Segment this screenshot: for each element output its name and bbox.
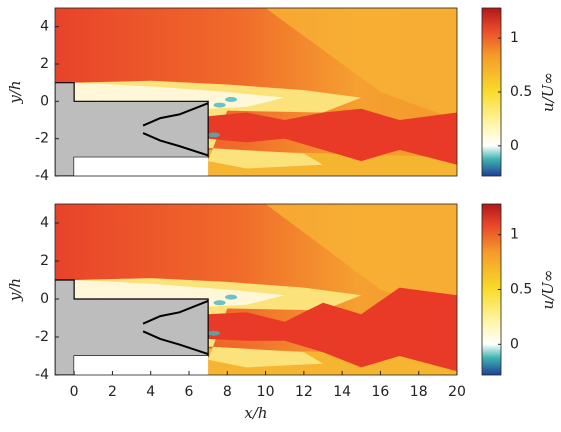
colorbar-label: u/U∞: [539, 72, 557, 112]
y-tick-label: 2: [40, 253, 49, 269]
vortex-spot: [207, 132, 220, 138]
contour: [142, 102, 209, 127]
colorbar-tick-label: 1: [510, 30, 519, 46]
x-tick-label: 14: [333, 384, 351, 400]
flow-field: [55, 204, 457, 375]
x-tick-label: 18: [410, 384, 428, 400]
colorbar-tick-label: 0.5: [510, 84, 532, 100]
colorbar-tick-label: 0: [510, 138, 519, 154]
x-tick-label: 0: [70, 384, 79, 400]
vortex-spot: [207, 330, 220, 336]
vortex-spot: [213, 300, 226, 306]
colorbar-tick-label: 1: [510, 227, 519, 243]
x-tick-label: 10: [257, 384, 275, 400]
axes-frame: [54, 7, 458, 177]
axes-frame: [54, 203, 458, 376]
x-tick-label: 16: [372, 384, 390, 400]
x-tick-label: 12: [295, 384, 313, 400]
y-tick-label: 2: [40, 56, 49, 72]
flow-field: [55, 8, 457, 176]
y-axis-label: y/h: [6, 80, 24, 104]
y-tick-label: -4: [35, 367, 49, 383]
x-tick-label: 2: [108, 384, 117, 400]
vortex-spot: [225, 96, 238, 102]
colorbar-tick-label: 0.5: [510, 282, 532, 298]
y-tick-label: -2: [35, 329, 49, 345]
y-tick-label: -2: [35, 131, 49, 147]
jet-region: [208, 287, 457, 372]
body-gap: [74, 157, 209, 176]
y-tick-label: 0: [40, 93, 49, 109]
vortex-spot: [225, 294, 238, 300]
field-region: [265, 8, 457, 120]
contour: [142, 299, 209, 325]
colorbar-tick-label: 0: [510, 336, 519, 352]
x-axis-label: x/h: [244, 404, 267, 422]
vortex-spot: [213, 102, 226, 108]
x-tick-label: 20: [448, 384, 466, 400]
contour: [142, 132, 209, 157]
body-gap: [74, 356, 209, 375]
jet-region: [208, 108, 457, 165]
x-tick-label: 4: [146, 384, 155, 400]
x-tick-label: 6: [185, 384, 194, 400]
y-tick-label: 4: [40, 19, 49, 35]
y-tick-label: 4: [40, 215, 49, 231]
y-tick-label: -4: [35, 168, 49, 184]
y-axis-label: y/h: [6, 278, 24, 302]
y-tick-label: 0: [40, 291, 49, 307]
colorbar-label: u/U∞: [539, 270, 557, 310]
x-tick-label: 8: [223, 384, 232, 400]
contour: [142, 330, 209, 356]
